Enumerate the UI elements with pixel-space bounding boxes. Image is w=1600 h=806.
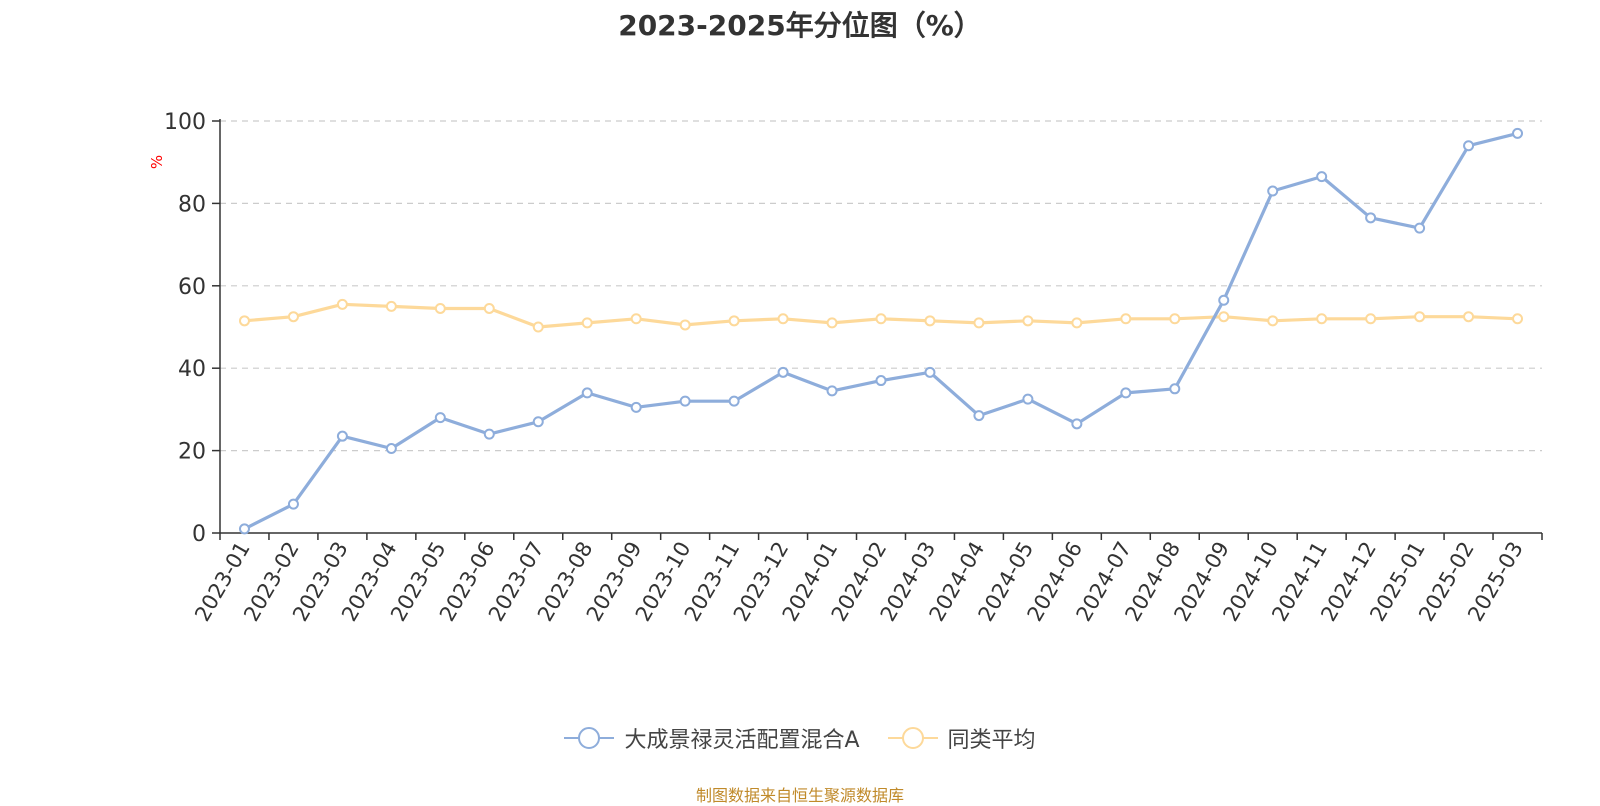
data-point-a <box>826 385 838 397</box>
data-point-a <box>1218 294 1230 306</box>
data-point-a <box>875 375 887 387</box>
data-point-b <box>1218 311 1230 323</box>
data-point-b <box>1120 313 1132 325</box>
data-point-a <box>973 410 985 422</box>
y-axis-label: % <box>148 155 166 169</box>
y-tick-label: 60 <box>178 275 206 300</box>
legend-line-circle-icon-b <box>887 727 938 749</box>
y-tick-label: 0 <box>192 522 206 547</box>
y-tick-label: 40 <box>178 357 206 382</box>
data-point-b <box>777 313 789 325</box>
data-point-b <box>875 313 887 325</box>
data-point-a <box>1463 140 1475 152</box>
data-point-b <box>1022 315 1034 327</box>
data-point-b <box>1512 313 1524 325</box>
data-point-a <box>630 401 642 413</box>
data-point-b <box>434 302 446 314</box>
data-point-b <box>483 302 495 314</box>
data-point-a <box>1267 185 1279 197</box>
data-point-b <box>924 315 936 327</box>
data-point-a <box>483 428 495 440</box>
data-point-a <box>1071 418 1083 430</box>
data-point-a <box>336 430 348 442</box>
data-point-b <box>1169 313 1181 325</box>
y-tick-label: 100 <box>164 110 206 135</box>
data-point-a <box>1365 212 1377 224</box>
legend: 大成景禄灵活配置混合A 同类平均 <box>0 722 1600 754</box>
data-point-a <box>1022 393 1034 405</box>
data-point-a <box>1120 387 1132 399</box>
data-point-a <box>287 498 299 510</box>
y-tick-label: 80 <box>178 192 206 217</box>
legend-item-series-a[interactable]: 大成景禄灵活配置混合A <box>564 722 860 754</box>
data-point-b <box>532 321 544 333</box>
data-point-b <box>1463 311 1475 323</box>
data-point-a <box>1512 127 1524 139</box>
data-point-b <box>287 311 299 323</box>
data-point-a <box>238 523 250 535</box>
source-note: 制图数据来自恒生聚源数据库 <box>695 786 904 805</box>
data-point-a <box>1316 171 1328 183</box>
legend-label-series-a: 大成景禄灵活配置混合A <box>624 728 860 753</box>
data-point-b <box>1267 315 1279 327</box>
data-point-a <box>581 387 593 399</box>
data-point-b <box>238 315 250 327</box>
data-point-a <box>679 395 691 407</box>
series-line-a <box>242 131 1520 531</box>
data-point-b <box>679 319 691 331</box>
data-point-b <box>581 317 593 329</box>
data-point-b <box>1316 313 1328 325</box>
legend-line-circle-icon-a <box>564 727 615 749</box>
data-point-b <box>973 317 985 329</box>
data-point-a <box>777 366 789 378</box>
data-point-b <box>336 298 348 310</box>
data-point-b <box>385 300 397 312</box>
data-point-a <box>728 395 740 407</box>
data-point-b <box>1071 317 1083 329</box>
data-point-a <box>924 366 936 378</box>
data-point-b <box>1365 313 1377 325</box>
data-point-a <box>532 416 544 428</box>
legend-item-series-b[interactable]: 同类平均 <box>887 722 1036 754</box>
data-point-b <box>728 315 740 327</box>
data-point-a <box>434 412 446 424</box>
data-point-b <box>630 313 642 325</box>
legend-label-series-b: 同类平均 <box>947 728 1036 753</box>
data-point-b <box>1414 311 1426 323</box>
y-tick-label: 20 <box>178 440 206 465</box>
data-point-a <box>1169 383 1181 395</box>
chart-title: 2023-2025年分位图（%） <box>618 9 982 42</box>
data-point-a <box>1414 222 1426 234</box>
data-point-a <box>385 443 397 455</box>
data-point-b <box>826 317 838 329</box>
